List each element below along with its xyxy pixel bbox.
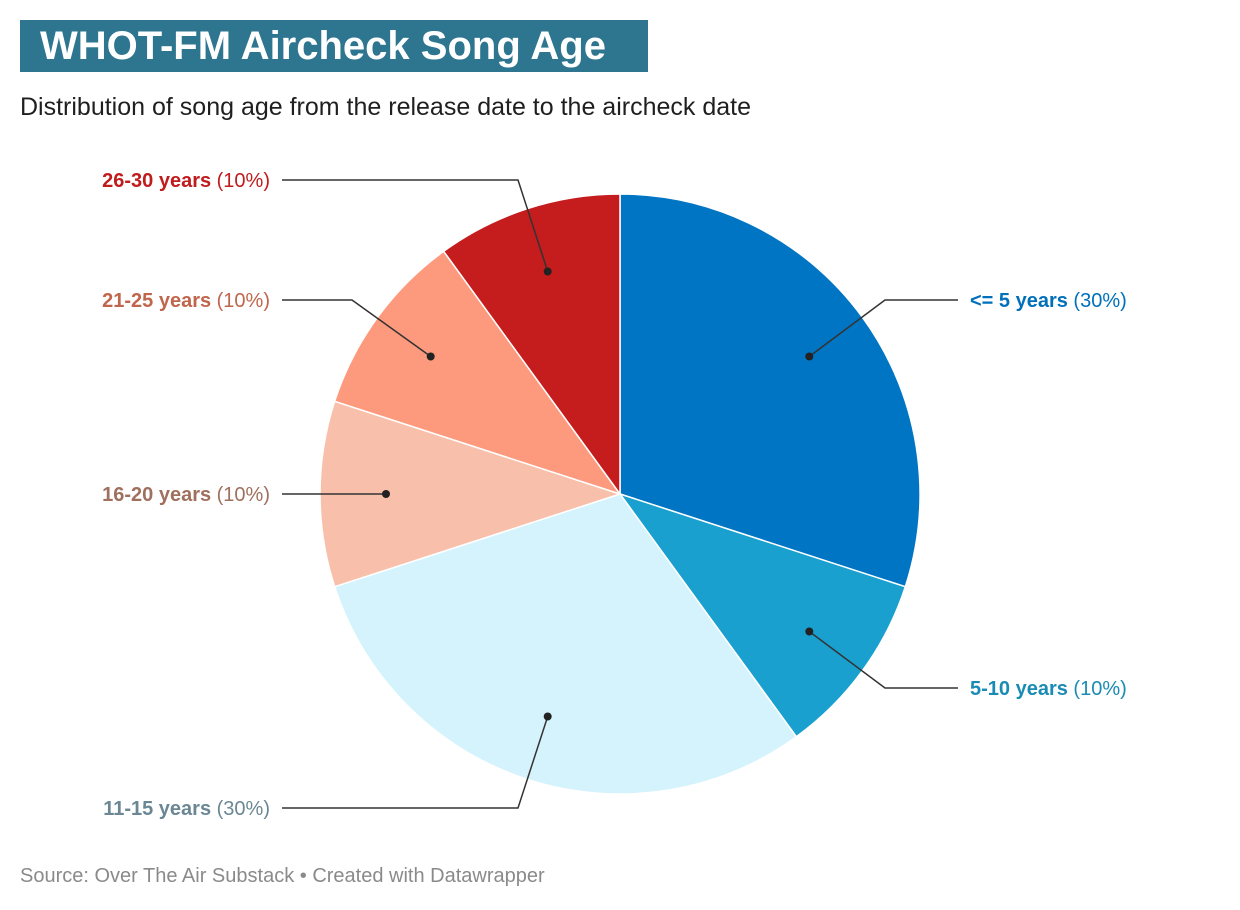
slice-label-percent: (10%) (1068, 678, 1127, 700)
pie-slice-5-10-years[interactable] (618, 492, 907, 738)
slice-label-26-30-years: 26-30 years (10%) (102, 170, 270, 192)
credit-note: Created with Datawrapper (312, 865, 545, 887)
slice-label-5-10-years: 5-10 years (10%) (970, 678, 1127, 700)
leader-line-5-10-years (808, 630, 958, 689)
leader-lines (282, 179, 958, 809)
chart-title: WHOT-FM Aircheck Song Age (40, 24, 606, 68)
slice-label-percent: (10%) (211, 290, 270, 312)
title-banner: WHOT-FM Aircheck Song Age (20, 20, 648, 72)
leader-dot-21-25-years (426, 352, 435, 361)
slice-label-percent: (30%) (1068, 290, 1127, 312)
leader-dot-5-10-years (805, 627, 814, 636)
pie-slices (319, 193, 921, 795)
source-note: Source: Over The Air Substack (20, 865, 295, 887)
chart-subtitle: Distribution of song age from the releas… (20, 93, 751, 121)
slice-label-5-years: <= 5 years (30%) (970, 290, 1127, 312)
footer-separator: • (294, 865, 313, 887)
pie-slice-5-years[interactable] (619, 193, 921, 588)
slice-label-21-25-years: 21-25 years (10%) (102, 290, 270, 312)
slice-label-name: 16-20 years (102, 484, 211, 506)
leader-dot-11-15-years (543, 712, 552, 721)
slice-labels: <= 5 years (30%) 5-10 years (10%) 11-15 ye… (102, 170, 1127, 820)
slice-label-name: 5-10 years (970, 678, 1068, 700)
slice-label-name: 26-30 years (102, 170, 211, 192)
slice-label-percent: (10%) (211, 484, 270, 506)
slice-label-name: 11-15 years (103, 798, 211, 820)
slice-label-name: 21-25 years (102, 290, 211, 312)
slice-label-16-20-years: 16-20 years (10%) (102, 484, 270, 506)
slice-label-11-15-years: 11-15 years (30%) (103, 798, 270, 820)
leader-dot-16-20-years (382, 490, 390, 498)
slice-label-name: <= 5 years (970, 290, 1068, 312)
leader-line-11-15-years (282, 716, 549, 809)
leader-line-21-25-years (282, 299, 432, 358)
leader-dot-26-30-years (543, 267, 552, 276)
chart-footer: Source: Over The Air Substack • Created … (20, 864, 545, 888)
slice-label-percent: (30%) (211, 798, 270, 820)
leader-dot-5-years (805, 352, 814, 361)
leader-line-26-30-years (282, 179, 549, 272)
leader-line-5-years (808, 299, 958, 358)
slice-label-percent: (10%) (211, 170, 270, 192)
